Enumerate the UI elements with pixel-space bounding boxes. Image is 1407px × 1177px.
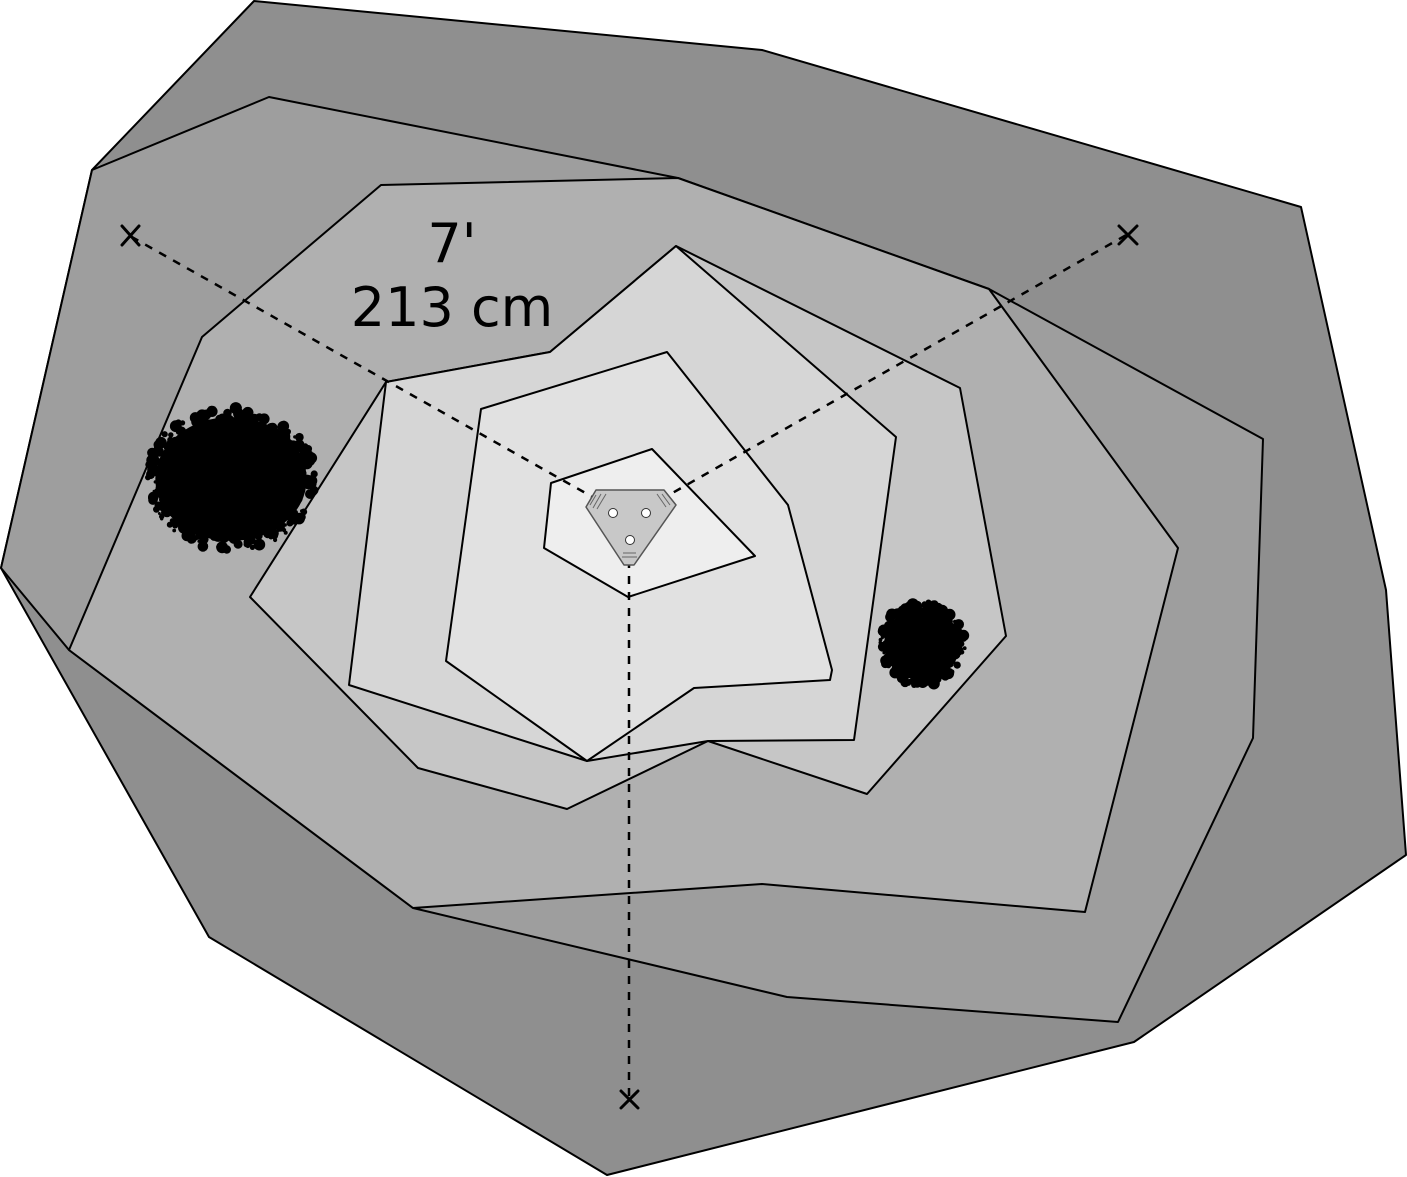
stake-marker-south-icon (619, 1089, 640, 1110)
measurement-feet: 7' (427, 212, 476, 275)
stake-marker-northwest-icon (120, 224, 141, 247)
radial-lines (129, 232, 1129, 1096)
device-hole (625, 535, 635, 545)
device-body (585, 489, 677, 566)
radial-line-northeast (645, 232, 1129, 510)
device-hole (608, 508, 618, 518)
shrub-large-icon (145, 402, 319, 554)
triangular-device-icon (585, 489, 677, 566)
device-hole (641, 508, 651, 518)
measurement-centimeters: 213 cm (351, 276, 554, 339)
radial-line-northwest (129, 234, 613, 510)
stake-marker-northeast-icon (1117, 224, 1139, 246)
shrub-small-icon (877, 598, 970, 690)
